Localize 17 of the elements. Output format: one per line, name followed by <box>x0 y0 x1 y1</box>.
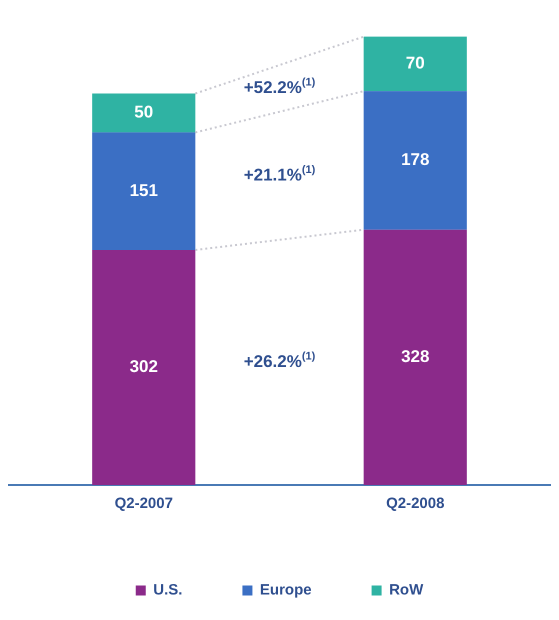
bar <box>92 250 196 485</box>
data-label: 328 <box>401 347 430 366</box>
legend-label: RoW <box>389 582 424 599</box>
data-label: 302 <box>130 357 158 376</box>
data-label: 151 <box>130 180 158 200</box>
bar <box>92 132 196 250</box>
x-tick-label: Q2-2007 <box>114 495 173 512</box>
bar <box>364 230 467 485</box>
data-label: 70 <box>406 54 425 73</box>
bar <box>364 36 467 92</box>
legend-label: Europe <box>260 582 312 599</box>
data-label: 50 <box>134 102 154 122</box>
bar <box>364 91 467 230</box>
data-label: 178 <box>401 150 430 170</box>
bar <box>92 94 196 132</box>
legend-label: U.S. <box>153 582 182 599</box>
x-tick-label: Q2-2008 <box>386 495 444 512</box>
